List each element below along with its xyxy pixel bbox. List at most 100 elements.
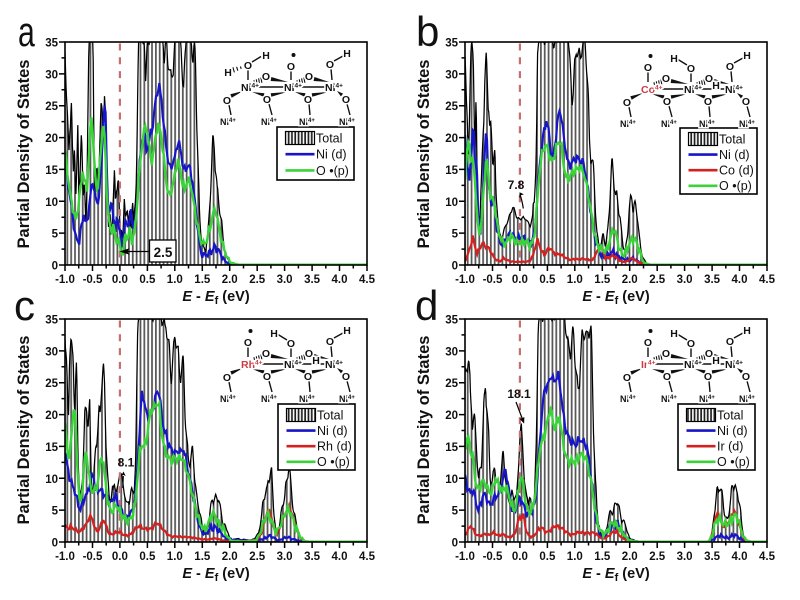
svg-text:Partial Density of States: Partial Density of States bbox=[415, 336, 433, 525]
svg-text:O: O bbox=[305, 348, 313, 360]
svg-text:O •(p): O •(p) bbox=[717, 455, 750, 469]
svg-text:3.0: 3.0 bbox=[677, 551, 693, 563]
svg-text:1.0: 1.0 bbox=[167, 274, 183, 286]
svg-text:5: 5 bbox=[452, 229, 459, 241]
svg-text:4.5: 4.5 bbox=[759, 274, 776, 286]
svg-text:O: O bbox=[623, 372, 631, 384]
svg-text:O: O bbox=[742, 96, 750, 108]
svg-text:O: O bbox=[223, 372, 231, 384]
svg-text:Total: Total bbox=[316, 131, 342, 145]
svg-text:H: H bbox=[270, 328, 278, 340]
svg-text:H: H bbox=[343, 325, 351, 337]
svg-text:O: O bbox=[662, 348, 670, 360]
svg-text:5: 5 bbox=[52, 506, 59, 518]
svg-text:O: O bbox=[305, 71, 313, 83]
svg-text:H: H bbox=[743, 325, 751, 337]
svg-text:H: H bbox=[224, 67, 232, 79]
svg-text:O: O bbox=[326, 59, 334, 71]
svg-text:H: H bbox=[262, 50, 270, 62]
svg-text:3.0: 3.0 bbox=[677, 274, 693, 286]
svg-text:1.5: 1.5 bbox=[594, 551, 611, 563]
svg-text:Partial Density of States: Partial Density of States bbox=[415, 60, 433, 249]
svg-text:3.5: 3.5 bbox=[704, 274, 721, 286]
svg-text:15: 15 bbox=[45, 165, 58, 177]
svg-text:a: a bbox=[18, 8, 35, 55]
svg-text:2.5: 2.5 bbox=[649, 551, 666, 563]
svg-text:7.8: 7.8 bbox=[508, 178, 525, 192]
svg-text:15: 15 bbox=[445, 165, 458, 177]
svg-text:4.5: 4.5 bbox=[759, 551, 776, 563]
svg-text:35: 35 bbox=[445, 315, 458, 327]
svg-text:10: 10 bbox=[445, 197, 458, 209]
svg-text:4.0: 4.0 bbox=[732, 551, 748, 563]
svg-text:-0.5: -0.5 bbox=[483, 274, 503, 286]
svg-text:O: O bbox=[287, 61, 295, 73]
svg-text:O: O bbox=[262, 71, 270, 83]
svg-text:20: 20 bbox=[445, 133, 458, 145]
svg-text:1.5: 1.5 bbox=[194, 274, 211, 286]
svg-text:Ni4+: Ni4+ bbox=[725, 84, 743, 96]
svg-text:-0.5: -0.5 bbox=[483, 551, 503, 563]
svg-text:H: H bbox=[712, 355, 720, 367]
svg-text:1.0: 1.0 bbox=[567, 274, 583, 286]
svg-text:10: 10 bbox=[45, 197, 58, 209]
svg-text:b: b bbox=[416, 8, 439, 55]
svg-text:4.0: 4.0 bbox=[332, 551, 348, 563]
svg-text:O: O bbox=[726, 61, 734, 73]
svg-text:Rh (d): Rh (d) bbox=[317, 440, 352, 454]
svg-text:O: O bbox=[263, 371, 271, 383]
svg-text:3.5: 3.5 bbox=[704, 551, 721, 563]
svg-text:2.0: 2.0 bbox=[622, 551, 638, 563]
svg-text:O: O bbox=[262, 348, 270, 360]
svg-text:H: H bbox=[743, 50, 751, 62]
svg-text:0.5: 0.5 bbox=[539, 551, 556, 563]
svg-text:O •(p): O •(p) bbox=[317, 455, 350, 469]
svg-text:Partial Density of States: Partial Density of States bbox=[15, 60, 33, 249]
svg-text:0: 0 bbox=[452, 261, 458, 273]
svg-text:O: O bbox=[687, 63, 695, 75]
svg-text:25: 25 bbox=[445, 378, 458, 390]
svg-text:0.5: 0.5 bbox=[139, 274, 156, 286]
svg-text:O: O bbox=[244, 60, 252, 72]
svg-text:E - Ef (eV): E - Ef (eV) bbox=[582, 566, 649, 584]
svg-text:5: 5 bbox=[52, 229, 59, 241]
svg-text:O: O bbox=[742, 371, 750, 383]
svg-text:3.0: 3.0 bbox=[277, 274, 293, 286]
svg-text:2.0: 2.0 bbox=[222, 551, 238, 563]
svg-text:2.5: 2.5 bbox=[649, 274, 666, 286]
svg-text:Ni (d): Ni (d) bbox=[717, 424, 748, 438]
svg-text:0.0: 0.0 bbox=[512, 274, 528, 286]
svg-text:Ni4+: Ni4+ bbox=[284, 82, 302, 94]
svg-text:Total: Total bbox=[317, 408, 343, 422]
svg-text:-0.5: -0.5 bbox=[83, 274, 103, 286]
svg-text:30: 30 bbox=[445, 346, 458, 358]
svg-text:-1.0: -1.0 bbox=[455, 551, 475, 563]
svg-text:4.5: 4.5 bbox=[359, 274, 376, 286]
svg-text:20: 20 bbox=[45, 410, 58, 422]
svg-text:15: 15 bbox=[445, 442, 458, 454]
svg-text:30: 30 bbox=[45, 346, 58, 358]
svg-text:4.0: 4.0 bbox=[332, 274, 348, 286]
svg-text:H: H bbox=[670, 53, 678, 65]
svg-text:O: O bbox=[705, 73, 713, 85]
svg-text:Ir (d): Ir (d) bbox=[717, 440, 743, 454]
svg-text:35: 35 bbox=[45, 315, 58, 327]
svg-text:30: 30 bbox=[45, 69, 58, 81]
svg-text:E - Ef (eV): E - Ef (eV) bbox=[182, 566, 249, 584]
svg-text:O: O bbox=[342, 94, 350, 106]
svg-text:1.0: 1.0 bbox=[567, 551, 583, 563]
svg-text:H: H bbox=[343, 48, 351, 60]
svg-text:8.1: 8.1 bbox=[118, 456, 135, 470]
svg-text:18.1: 18.1 bbox=[507, 387, 531, 401]
svg-text:2.5: 2.5 bbox=[154, 245, 173, 260]
svg-text:Partial Density of States: Partial Density of States bbox=[15, 336, 33, 525]
svg-text:O: O bbox=[342, 371, 350, 383]
svg-text:20: 20 bbox=[45, 133, 58, 145]
svg-text:35: 35 bbox=[445, 38, 458, 50]
svg-text:O: O bbox=[687, 338, 695, 350]
svg-text:H: H bbox=[312, 355, 320, 367]
svg-text:1.0: 1.0 bbox=[167, 551, 183, 563]
svg-text:2.0: 2.0 bbox=[222, 274, 238, 286]
svg-text:0.5: 0.5 bbox=[139, 551, 156, 563]
svg-text:25: 25 bbox=[45, 378, 58, 390]
